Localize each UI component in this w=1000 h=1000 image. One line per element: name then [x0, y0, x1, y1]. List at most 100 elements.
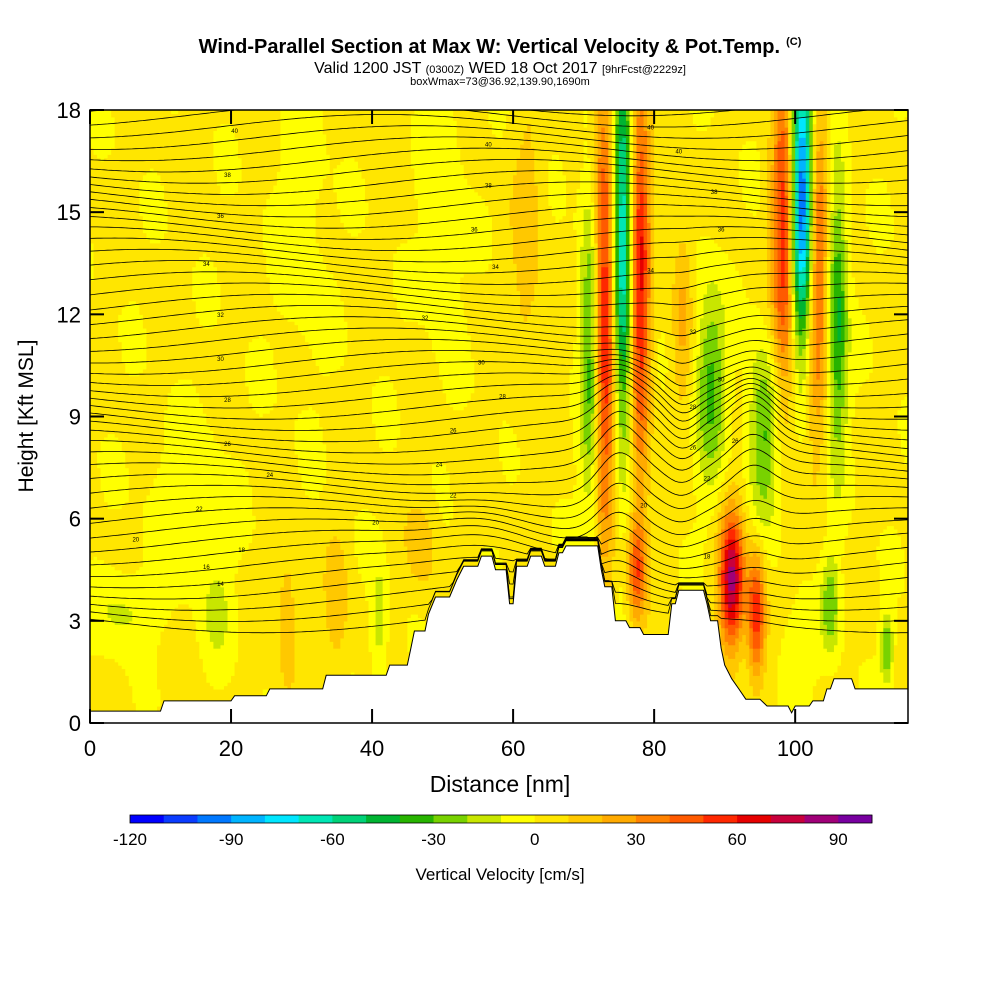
colorbar-swatch [568, 815, 603, 823]
velocity-cell [879, 253, 884, 533]
velocity-cell [329, 110, 334, 275]
velocity-cell [294, 419, 299, 455]
colorbar-tick-label: -60 [320, 830, 345, 849]
velocity-cell [220, 644, 225, 690]
velocity-cell [350, 110, 356, 159]
velocity-cell [841, 573, 846, 653]
velocity-cell [227, 195, 232, 455]
colorbar-swatch [130, 815, 165, 823]
velocity-cell [742, 144, 747, 203]
velocity-cell [643, 191, 648, 251]
velocity-cell [833, 614, 839, 646]
velocity-cell [837, 110, 842, 142]
velocity-cell [622, 532, 627, 615]
velocity-cell [735, 617, 740, 629]
velocity-cell [833, 562, 839, 598]
velocity-cell [745, 644, 750, 670]
velocity-cell [322, 590, 327, 723]
velocity-cell [213, 648, 218, 690]
velocity-cell [245, 110, 250, 353]
velocity-cell [386, 562, 391, 642]
velocity-cell [844, 341, 849, 424]
velocity-cell [759, 539, 765, 554]
colorbar-swatch [534, 815, 569, 823]
velocity-cell [178, 110, 183, 380]
velocity-cell [640, 579, 645, 601]
velocity-cell [640, 614, 645, 639]
velocity-cell [876, 545, 881, 561]
velocity-cell [125, 110, 130, 305]
velocity-cell [491, 133, 497, 547]
velocity-cell [276, 171, 281, 312]
velocity-cell [717, 511, 722, 533]
velocity-cell [826, 576, 832, 636]
velocity-cell [502, 130, 507, 421]
velocity-cell [209, 110, 215, 261]
theta-contour [90, 110, 872, 128]
velocity-cell [844, 423, 849, 537]
velocity-cell [710, 321, 715, 363]
velocity-cell [629, 552, 634, 584]
velocity-cell [569, 368, 574, 418]
velocity-cell [735, 515, 740, 530]
velocity-cell [336, 287, 341, 370]
velocity-cell [879, 110, 884, 179]
velocity-cell [160, 239, 165, 452]
velocity-cell [375, 644, 380, 700]
velocity-cell [752, 525, 757, 544]
velocity-cell [826, 556, 832, 578]
velocity-cell [379, 644, 384, 697]
velocity-cell [788, 293, 793, 329]
velocity-cell [220, 586, 225, 646]
velocity-cell [710, 239, 715, 281]
theta-contour [90, 237, 908, 263]
velocity-cell [107, 603, 112, 619]
velocity-cell [164, 201, 169, 234]
velocity-cell [752, 631, 757, 649]
potential-temperature-contours [90, 110, 908, 634]
velocity-cell [530, 110, 535, 149]
velocity-cell [640, 110, 645, 152]
velocity-cell [717, 491, 722, 513]
velocity-cell [833, 379, 839, 438]
velocity-cell [862, 110, 867, 315]
theta-contour [90, 538, 908, 600]
velocity-cell [146, 110, 151, 172]
velocity-cell [407, 239, 412, 322]
velocity-cell [625, 372, 631, 455]
velocity-cell [216, 443, 222, 581]
velocity-cell [735, 110, 740, 271]
velocity-cell [893, 528, 899, 646]
contour-label: 30 [478, 361, 485, 367]
velocity-cell [798, 137, 803, 172]
velocity-cell [886, 525, 891, 615]
colorbar-swatch [197, 815, 232, 823]
velocity-cell [724, 470, 729, 493]
velocity-cell [319, 188, 324, 254]
velocity-cell [703, 236, 708, 295]
subtitle-utc: (0300Z) [425, 64, 465, 76]
velocity-cell [900, 399, 906, 455]
velocity-cell [735, 539, 740, 554]
velocity-cell [883, 249, 888, 530]
velocity-cell [742, 634, 747, 659]
velocity-cell [678, 242, 683, 288]
velocity-cell [509, 110, 514, 200]
velocity-cell [728, 566, 733, 591]
velocity-cell [403, 321, 408, 527]
velocity-cell [752, 648, 757, 663]
velocity-cell [900, 110, 906, 121]
velocity-cell [608, 382, 613, 458]
velocity-cell [231, 127, 236, 196]
velocity-cell [527, 314, 532, 723]
velocity-cell [890, 239, 895, 527]
velocity-cell [467, 399, 472, 680]
velocity-cell [361, 178, 366, 230]
velocity-cell [435, 460, 440, 503]
colorbar-tick-label: 60 [728, 830, 747, 849]
velocity-cell [396, 310, 401, 411]
velocity-cell [467, 184, 472, 275]
velocity-cell [555, 501, 560, 564]
velocity-cell [118, 440, 123, 510]
velocity-cell [724, 617, 729, 629]
